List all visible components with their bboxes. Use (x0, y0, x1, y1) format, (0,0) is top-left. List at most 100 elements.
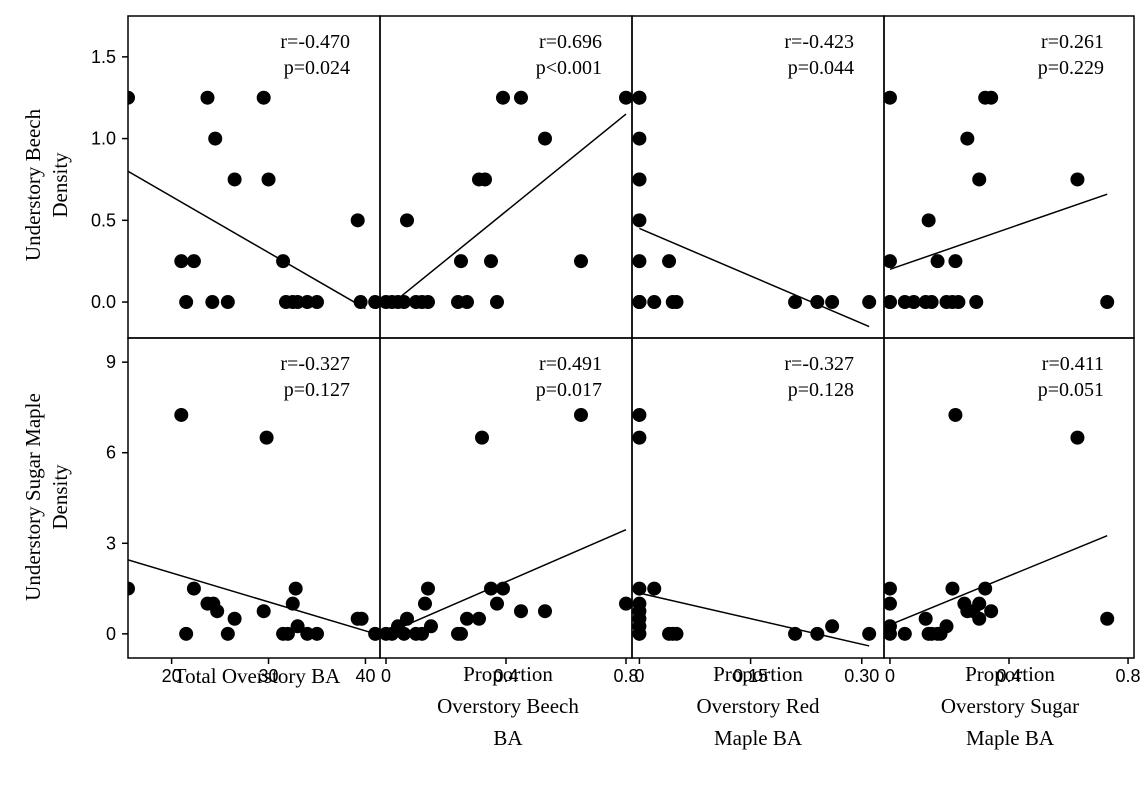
data-point (200, 90, 215, 105)
panel-0-3: r=0.261 p=0.229 (883, 15, 1135, 339)
data-point (825, 295, 840, 310)
data-point (918, 611, 933, 626)
data-point (1100, 611, 1115, 626)
data-point (421, 581, 435, 596)
data-point (632, 407, 647, 422)
data-point (669, 626, 684, 641)
panel-1-3: r=0.411 p=0.051 (883, 337, 1135, 659)
x-tick-label: 0 (381, 666, 391, 686)
y-tick-label: 3 (106, 533, 116, 553)
data-point (632, 131, 647, 146)
data-point (128, 581, 135, 596)
data-point (256, 90, 271, 105)
correlation-r-label: r=-0.327 (280, 353, 350, 375)
data-point (972, 596, 987, 611)
row-title-0-line-0: Understory Beech (21, 108, 45, 261)
data-point (574, 407, 588, 422)
data-point (460, 611, 474, 626)
column-title-0-line-0: Total Overstory BA (174, 664, 341, 688)
data-point (788, 626, 803, 641)
data-point (632, 172, 647, 187)
data-point (921, 213, 936, 228)
column-title-3-line-0: Proportion (965, 662, 1055, 686)
data-point (227, 611, 242, 626)
data-point (490, 596, 504, 611)
column-title-2-line-1: Overstory Red (696, 694, 820, 718)
data-point (128, 90, 135, 105)
data-point (951, 295, 966, 310)
data-point (397, 626, 411, 641)
panel-marks (128, 407, 380, 641)
data-point (179, 295, 194, 310)
data-point (669, 295, 684, 310)
trend-line (385, 113, 627, 310)
data-point (400, 611, 414, 626)
data-point (280, 626, 295, 641)
p-value-label: p=0.017 (536, 379, 602, 401)
data-point (632, 430, 647, 445)
y-tick-label: 9 (106, 352, 116, 372)
x-tick-label: 0.15 (733, 666, 768, 686)
panels-layer: r=-0.470 p=0.024 r=0.696 p<0.001 r=-0.423 p=0… (127, 15, 1135, 659)
data-point (205, 295, 220, 310)
data-point (460, 295, 474, 310)
p-value-label: p=0.051 (1038, 379, 1104, 401)
data-point (960, 131, 975, 146)
panel-0-1: r=0.696 p<0.001 (379, 15, 633, 339)
data-point (421, 295, 435, 310)
data-point (647, 295, 662, 310)
data-point (978, 581, 993, 596)
x-tick-label: 0.30 (844, 666, 879, 686)
p-value-label: p=0.229 (1038, 57, 1104, 79)
correlation-r-label: r=-0.423 (784, 31, 854, 53)
data-point (276, 254, 291, 269)
data-point (884, 596, 897, 611)
x-tick-label: 0 (634, 666, 644, 686)
correlation-r-label: r=0.696 (539, 31, 602, 53)
panel-marks (380, 90, 632, 310)
p-value-label: p=0.044 (788, 57, 854, 79)
data-point (454, 254, 468, 269)
data-point (1070, 172, 1085, 187)
y-tick-label: 0.0 (91, 292, 116, 312)
column-title-1-line-1: Overstory Beech (437, 694, 579, 718)
x-tick-label: 0.4 (493, 666, 518, 686)
column-titles: Total Overstory BA Proportion Overstory … (174, 662, 1079, 750)
trend-line (639, 592, 870, 647)
correlation-r-label: r=0.411 (1042, 353, 1104, 375)
panel-1-0: r=-0.327 p=0.127 (127, 337, 381, 659)
data-point (368, 626, 380, 641)
trend-line (639, 227, 870, 328)
panel-0-0: r=-0.470 p=0.024 (127, 15, 381, 339)
x-tick-label: 20 (162, 666, 182, 686)
row-title-1-line-0: Understory Sugar Maple (21, 393, 45, 601)
data-point (924, 295, 939, 310)
data-point (619, 90, 632, 105)
data-point (174, 407, 189, 422)
data-point (290, 619, 305, 634)
column-title-2-line-2: Maple BA (714, 726, 803, 750)
data-point (300, 626, 315, 641)
data-point (475, 430, 489, 445)
data-point (632, 90, 647, 105)
data-point (179, 626, 194, 641)
trend-line (128, 559, 371, 634)
data-point (632, 295, 647, 310)
row-titles: Understory Beech Density Understory Suga… (21, 108, 72, 600)
data-point (353, 295, 368, 310)
data-point (632, 626, 647, 641)
data-point (810, 295, 825, 310)
row-title-1-line-1: Density (48, 464, 72, 530)
data-point (862, 295, 877, 310)
row-title-0-line-1: Density (48, 152, 72, 218)
column-title-3-line-1: Overstory Sugar (941, 694, 1079, 718)
data-point (972, 172, 987, 187)
panel-marks (884, 90, 1115, 310)
y-tick-label: 1.0 (91, 129, 116, 149)
p-value-label: p=0.128 (788, 379, 854, 401)
y-tick-label: 1.5 (91, 47, 116, 67)
trend-line (385, 529, 627, 635)
data-point (1070, 430, 1085, 445)
data-point (930, 254, 945, 269)
